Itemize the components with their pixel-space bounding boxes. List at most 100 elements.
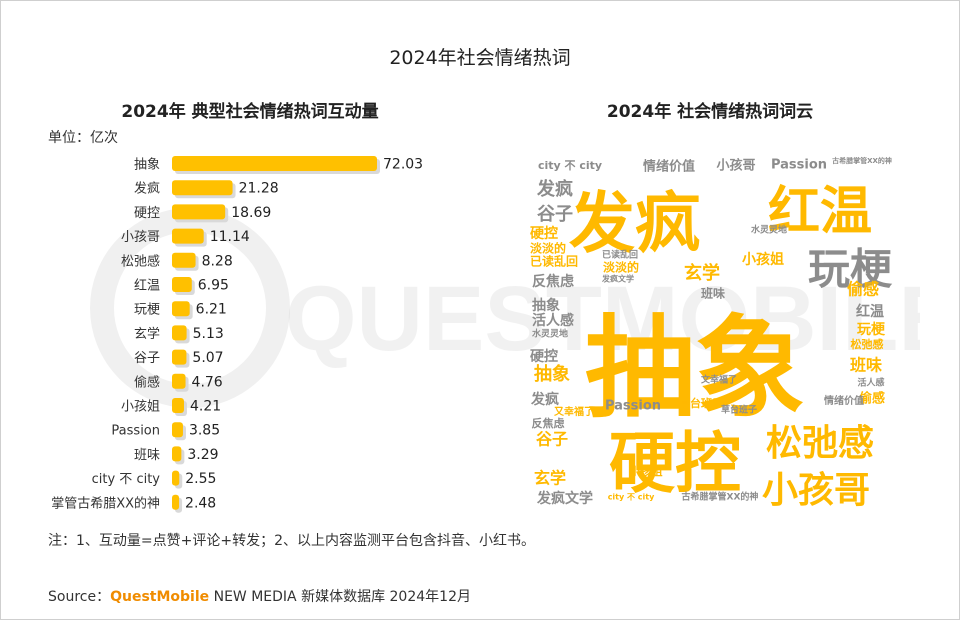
wordcloud-word: city 不 city xyxy=(538,159,602,172)
unit-label: 单位：亿次 xyxy=(48,130,118,146)
wordcloud-word: 松弛感 xyxy=(766,423,874,464)
wordcloud-word: 玄学 xyxy=(534,469,566,488)
wordcloud-word: 反焦虑 xyxy=(532,273,574,290)
wordcloud-word: 情绪价值 xyxy=(824,394,864,407)
wordcloud-word: 发疯 xyxy=(569,185,701,262)
wordcloud-word: 偷感 xyxy=(847,280,879,299)
category-label: 小孩哥 xyxy=(121,230,160,245)
bar-row: 班味 3.29 xyxy=(134,446,219,465)
wordcloud-word: 小孩姐 xyxy=(629,464,663,478)
value-label: 3.85 xyxy=(189,423,220,439)
category-label: city 不 city xyxy=(92,472,161,487)
wordcloud-word: 情绪价值 xyxy=(643,159,695,175)
wordcloud-word: 玩梗 xyxy=(857,321,886,338)
wordcloud-word: 发疯 xyxy=(530,391,559,408)
category-label: 玩梗 xyxy=(134,303,160,318)
value-label: 8.28 xyxy=(202,253,233,269)
bar xyxy=(172,349,187,365)
category-label: 小孩姐 xyxy=(121,400,160,415)
wordcloud-word: 活人感 xyxy=(857,377,884,389)
wordcloud-word: 硬控 xyxy=(530,225,558,242)
category-label: 抽象 xyxy=(134,158,160,173)
bar-chart-title: 2024年 典型社会情绪热词互动量 xyxy=(121,102,379,122)
bar-row: 掌管古希腊XX的神 2.48 xyxy=(51,494,216,513)
bar xyxy=(172,446,182,462)
bar-row: city 不 city 2.55 xyxy=(92,470,216,489)
bar xyxy=(172,252,196,268)
wordcloud-word: 小孩哥 xyxy=(716,158,755,174)
bar xyxy=(172,494,180,510)
wordcloud-word: 又幸福了 xyxy=(553,405,594,418)
wordcloud-word: 草台班子 xyxy=(721,404,757,416)
value-label: 2.55 xyxy=(185,471,216,487)
footnote: 注：1、互动量=点赞+评论+转发；2、以上内容监测平台包含抖音、小红书。 xyxy=(48,533,536,549)
bar xyxy=(172,156,377,171)
category-label: 掌管古希腊XX的神 xyxy=(51,495,160,511)
wordcloud-word: 硬控 xyxy=(609,425,741,502)
bar xyxy=(172,422,183,438)
value-label: 18.69 xyxy=(231,205,271,221)
wordcloud-word: 已读乱回 xyxy=(530,254,578,269)
bar-chart: 抽象 72.03 发疯 21.28 硬控 18.69 小孩哥 11.14 松弛感 8.28 红温 6.… xyxy=(51,156,423,513)
source-brand: QuestMobile xyxy=(110,589,210,605)
bar xyxy=(172,180,233,196)
bar-row: 小孩哥 11.14 xyxy=(121,228,250,247)
wordcloud-word: 小孩哥 xyxy=(762,470,870,511)
wordcloud-word: 抽象 xyxy=(585,304,805,432)
wordcloud-word: 松弛感 xyxy=(851,337,884,351)
wordcloud-word: 反焦虑 xyxy=(532,416,565,430)
category-label: 班味 xyxy=(134,448,160,463)
value-label: 21.28 xyxy=(239,181,279,197)
category-label: 松弛感 xyxy=(121,253,160,269)
source-prefix: Source： xyxy=(48,589,111,605)
main-title: 2024年社会情绪热词 xyxy=(389,47,571,69)
bar-row: 偷感 4.76 xyxy=(134,373,223,392)
value-label: 3.29 xyxy=(187,447,218,463)
wordcloud-word: 抽象 xyxy=(534,363,570,385)
wordcloud-word: 发疯文学 xyxy=(536,490,593,507)
bar xyxy=(172,373,186,389)
bar-row: 松弛感 8.28 xyxy=(121,252,233,271)
wordcloud-word: 硬控 xyxy=(530,348,558,365)
wordcloud-word: Passion xyxy=(605,399,661,414)
wordcloud-word: 发疯文学 xyxy=(601,274,634,284)
value-label: 11.14 xyxy=(210,229,250,245)
category-label: 发疯 xyxy=(134,181,160,197)
value-label: 4.21 xyxy=(190,399,221,415)
category-label: 偷感 xyxy=(134,374,160,390)
bar-row: 玩梗 6.21 xyxy=(134,301,227,320)
bar-row: 抽象 72.03 xyxy=(134,156,423,174)
wordcloud-word: 淡淡的 xyxy=(530,241,566,256)
category-label: 玄学 xyxy=(134,326,160,342)
wordcloud-word: 发疯 xyxy=(536,178,573,200)
wordcloud-word: 班味 xyxy=(701,286,725,301)
wordcloud-word: 活人感 xyxy=(532,312,574,329)
wordcloud-word: 红温 xyxy=(856,303,884,320)
bar xyxy=(172,398,184,413)
wordcloud-word: 玩梗 xyxy=(808,245,893,294)
wordcloud-word: 抽象 xyxy=(532,297,560,314)
bar-row: 小孩姐 4.21 xyxy=(121,398,221,416)
wordcloud-word: 谷子 xyxy=(536,430,568,449)
bar xyxy=(172,301,190,317)
wordcloud-word: 谷子 xyxy=(537,204,573,225)
wordcloud-word: city 不 city xyxy=(608,493,655,502)
wordcloud-word: Passion xyxy=(771,158,827,173)
value-label: 4.76 xyxy=(192,374,223,390)
wordcloud-word: 水灵灵地 xyxy=(751,224,787,236)
value-label: 5.13 xyxy=(193,326,224,342)
bar-row: 硬控 18.69 xyxy=(134,204,271,223)
source-line: Source：QuestMobile NEW MEDIA 新媒体数据库 2024… xyxy=(48,586,471,606)
bar xyxy=(172,204,226,220)
value-label: 5.07 xyxy=(192,350,223,366)
bar xyxy=(172,228,204,244)
wordcloud-word: 文幸福了 xyxy=(700,374,737,386)
wordcloud-title: 2024年 社会情绪热词词云 xyxy=(606,102,814,122)
value-label: 6.21 xyxy=(196,302,227,318)
bar xyxy=(172,277,192,292)
category-label: 红温 xyxy=(134,278,160,294)
bar-row: 发疯 21.28 xyxy=(134,180,279,199)
wordcloud-word: 古希腊掌管XX的神 xyxy=(682,491,759,503)
category-label: 硬控 xyxy=(134,206,160,221)
